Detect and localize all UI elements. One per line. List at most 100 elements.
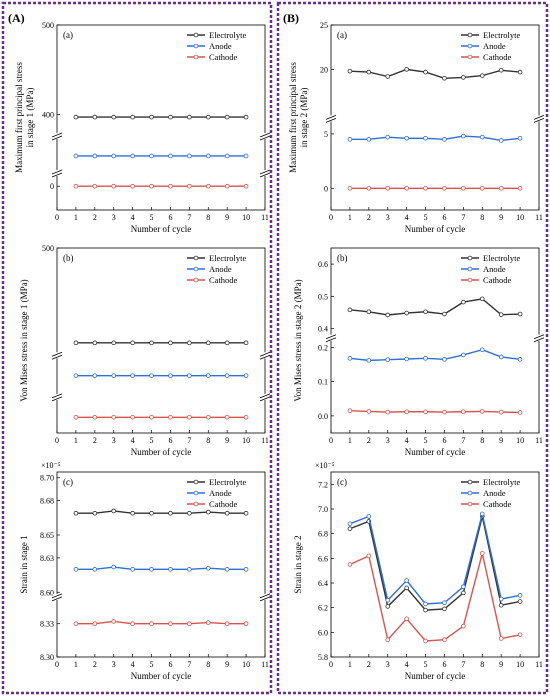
y-tick-label: 0.2 — [318, 343, 328, 352]
axis-break-gap — [327, 334, 335, 341]
axis-break-gap — [261, 170, 269, 176]
data-point-electrolyte — [130, 340, 135, 346]
data-point-anode — [461, 584, 466, 589]
data-point-anode — [187, 373, 192, 378]
data-point-cathode — [385, 637, 391, 643]
y-tick-label: 400 — [42, 110, 54, 119]
x-tick-label: 8 — [480, 436, 484, 445]
data-point-anode — [111, 373, 117, 378]
x-tick-label: 4 — [131, 213, 135, 222]
data-point-cathode — [442, 185, 447, 191]
data-point-electrolyte — [442, 311, 447, 317]
data-point-anode — [73, 567, 79, 572]
data-point-electrolyte — [205, 340, 211, 346]
data-point-cathode — [347, 408, 353, 414]
data-point-electrolyte — [366, 309, 372, 315]
data-point-anode — [385, 357, 391, 362]
axis-break-gap — [261, 593, 269, 600]
x-tick-label: 8 — [206, 436, 210, 445]
data-point-anode — [224, 373, 230, 378]
data-point-electrolyte — [498, 312, 504, 317]
x-tick-label: 0 — [329, 660, 333, 669]
y-tick-label: 7.0 — [318, 505, 328, 514]
axis-break-gap — [535, 334, 543, 341]
x-tick-label: 11 — [261, 436, 269, 445]
data-point-anode — [385, 597, 391, 603]
x-tick-label: 3 — [112, 660, 116, 669]
data-point-anode — [347, 356, 353, 361]
data-point-cathode — [423, 185, 428, 191]
axis-break-gap — [53, 393, 61, 400]
y-tick-label: 8.65 — [40, 531, 54, 540]
y-axis-exponent: ×10⁻⁵ — [41, 461, 61, 470]
data-point-anode — [92, 373, 98, 378]
data-point-electrolyte — [385, 74, 391, 79]
data-point-anode — [366, 358, 372, 363]
x-tick-label: 6 — [442, 660, 446, 669]
series-line-electrolyte — [349, 68, 521, 79]
y-axis-label-line: Strain in stage 2 — [293, 535, 303, 593]
data-point-cathode — [442, 409, 447, 415]
data-point-anode — [517, 593, 523, 598]
data-point-anode — [224, 153, 230, 159]
x-tick-label: 8 — [480, 213, 484, 222]
y-tick-label: 0.6 — [318, 260, 328, 269]
x-tick-label: 9 — [499, 436, 503, 445]
data-point-electrolyte — [224, 510, 230, 516]
data-point-cathode — [461, 623, 466, 629]
y-tick-label: 0 — [50, 182, 54, 191]
data-point-cathode — [517, 632, 523, 638]
data-point-electrolyte — [168, 510, 173, 516]
subplot-label: (a) — [63, 30, 73, 40]
data-point-electrolyte — [461, 299, 466, 305]
data-point-cathode — [498, 409, 504, 415]
x-tick-label: 3 — [386, 660, 390, 669]
data-point-cathode — [404, 409, 409, 415]
data-point-electrolyte — [73, 114, 79, 120]
axis-break-gap — [535, 115, 543, 122]
y-tick-label: 6.4 — [318, 579, 328, 588]
legend-entry: Anode — [483, 264, 506, 274]
x-tick-label: 7 — [187, 660, 191, 669]
legend-entry: Anode — [209, 264, 232, 274]
data-point-cathode — [366, 185, 372, 191]
data-point-anode — [479, 511, 485, 517]
data-point-anode — [243, 567, 249, 572]
x-axis-label: Number of cycle — [131, 447, 191, 457]
data-point-cathode — [385, 409, 391, 415]
data-point-electrolyte — [92, 340, 98, 346]
data-point-cathode — [224, 621, 230, 626]
x-tick-label: 2 — [367, 660, 371, 669]
data-point-anode — [130, 567, 135, 572]
chart-A-c: 0 1 2 3 4 5 6 7 8 9 10 11 8.30 8.33 8.60 8.63 8.65 8.68 8.… — [19, 461, 271, 681]
axis-break-mark — [51, 393, 63, 402]
y-axis-exponent: ×10⁻⁵ — [315, 461, 335, 470]
axis-break-gap — [53, 593, 61, 600]
y-tick-label: 500 — [42, 244, 54, 253]
chart-B-c: 0 1 2 3 4 5 6 7 8 9 10 11 5.8 6.0 6.2 6.4 6.6 6.8 7.0 7.2 El… — [293, 461, 543, 681]
x-axis-label: Number of cycle — [131, 224, 191, 234]
data-point-cathode — [461, 185, 466, 191]
legend-marker — [193, 490, 199, 496]
plot-area — [56, 24, 266, 211]
legend-entry: Anode — [483, 41, 506, 51]
data-point-anode — [168, 373, 173, 378]
data-point-cathode — [73, 621, 79, 626]
legend-marker — [193, 501, 199, 507]
data-point-electrolyte — [149, 340, 154, 346]
data-point-anode — [442, 137, 447, 142]
legend-entry: Cathode — [483, 499, 512, 509]
panel-A-label: (A) — [8, 11, 25, 25]
x-tick-label: 1 — [348, 436, 352, 445]
data-point-anode — [498, 596, 504, 602]
x-tick-label: 11 — [535, 436, 543, 445]
data-point-cathode — [385, 185, 391, 191]
panel-B-frame — [276, 1, 549, 695]
data-point-cathode — [149, 621, 154, 626]
series-line-electrolyte — [75, 510, 247, 514]
legend-entry: Cathode — [209, 275, 238, 285]
x-tick-label: 9 — [225, 436, 229, 445]
charts-layer: 0 1 2 3 4 5 6 7 8 9 10 110400500ElectrolyteAnodeCat… — [14, 21, 545, 681]
x-tick-label: 1 — [74, 213, 78, 222]
y-tick-label: 8.60 — [40, 588, 54, 597]
